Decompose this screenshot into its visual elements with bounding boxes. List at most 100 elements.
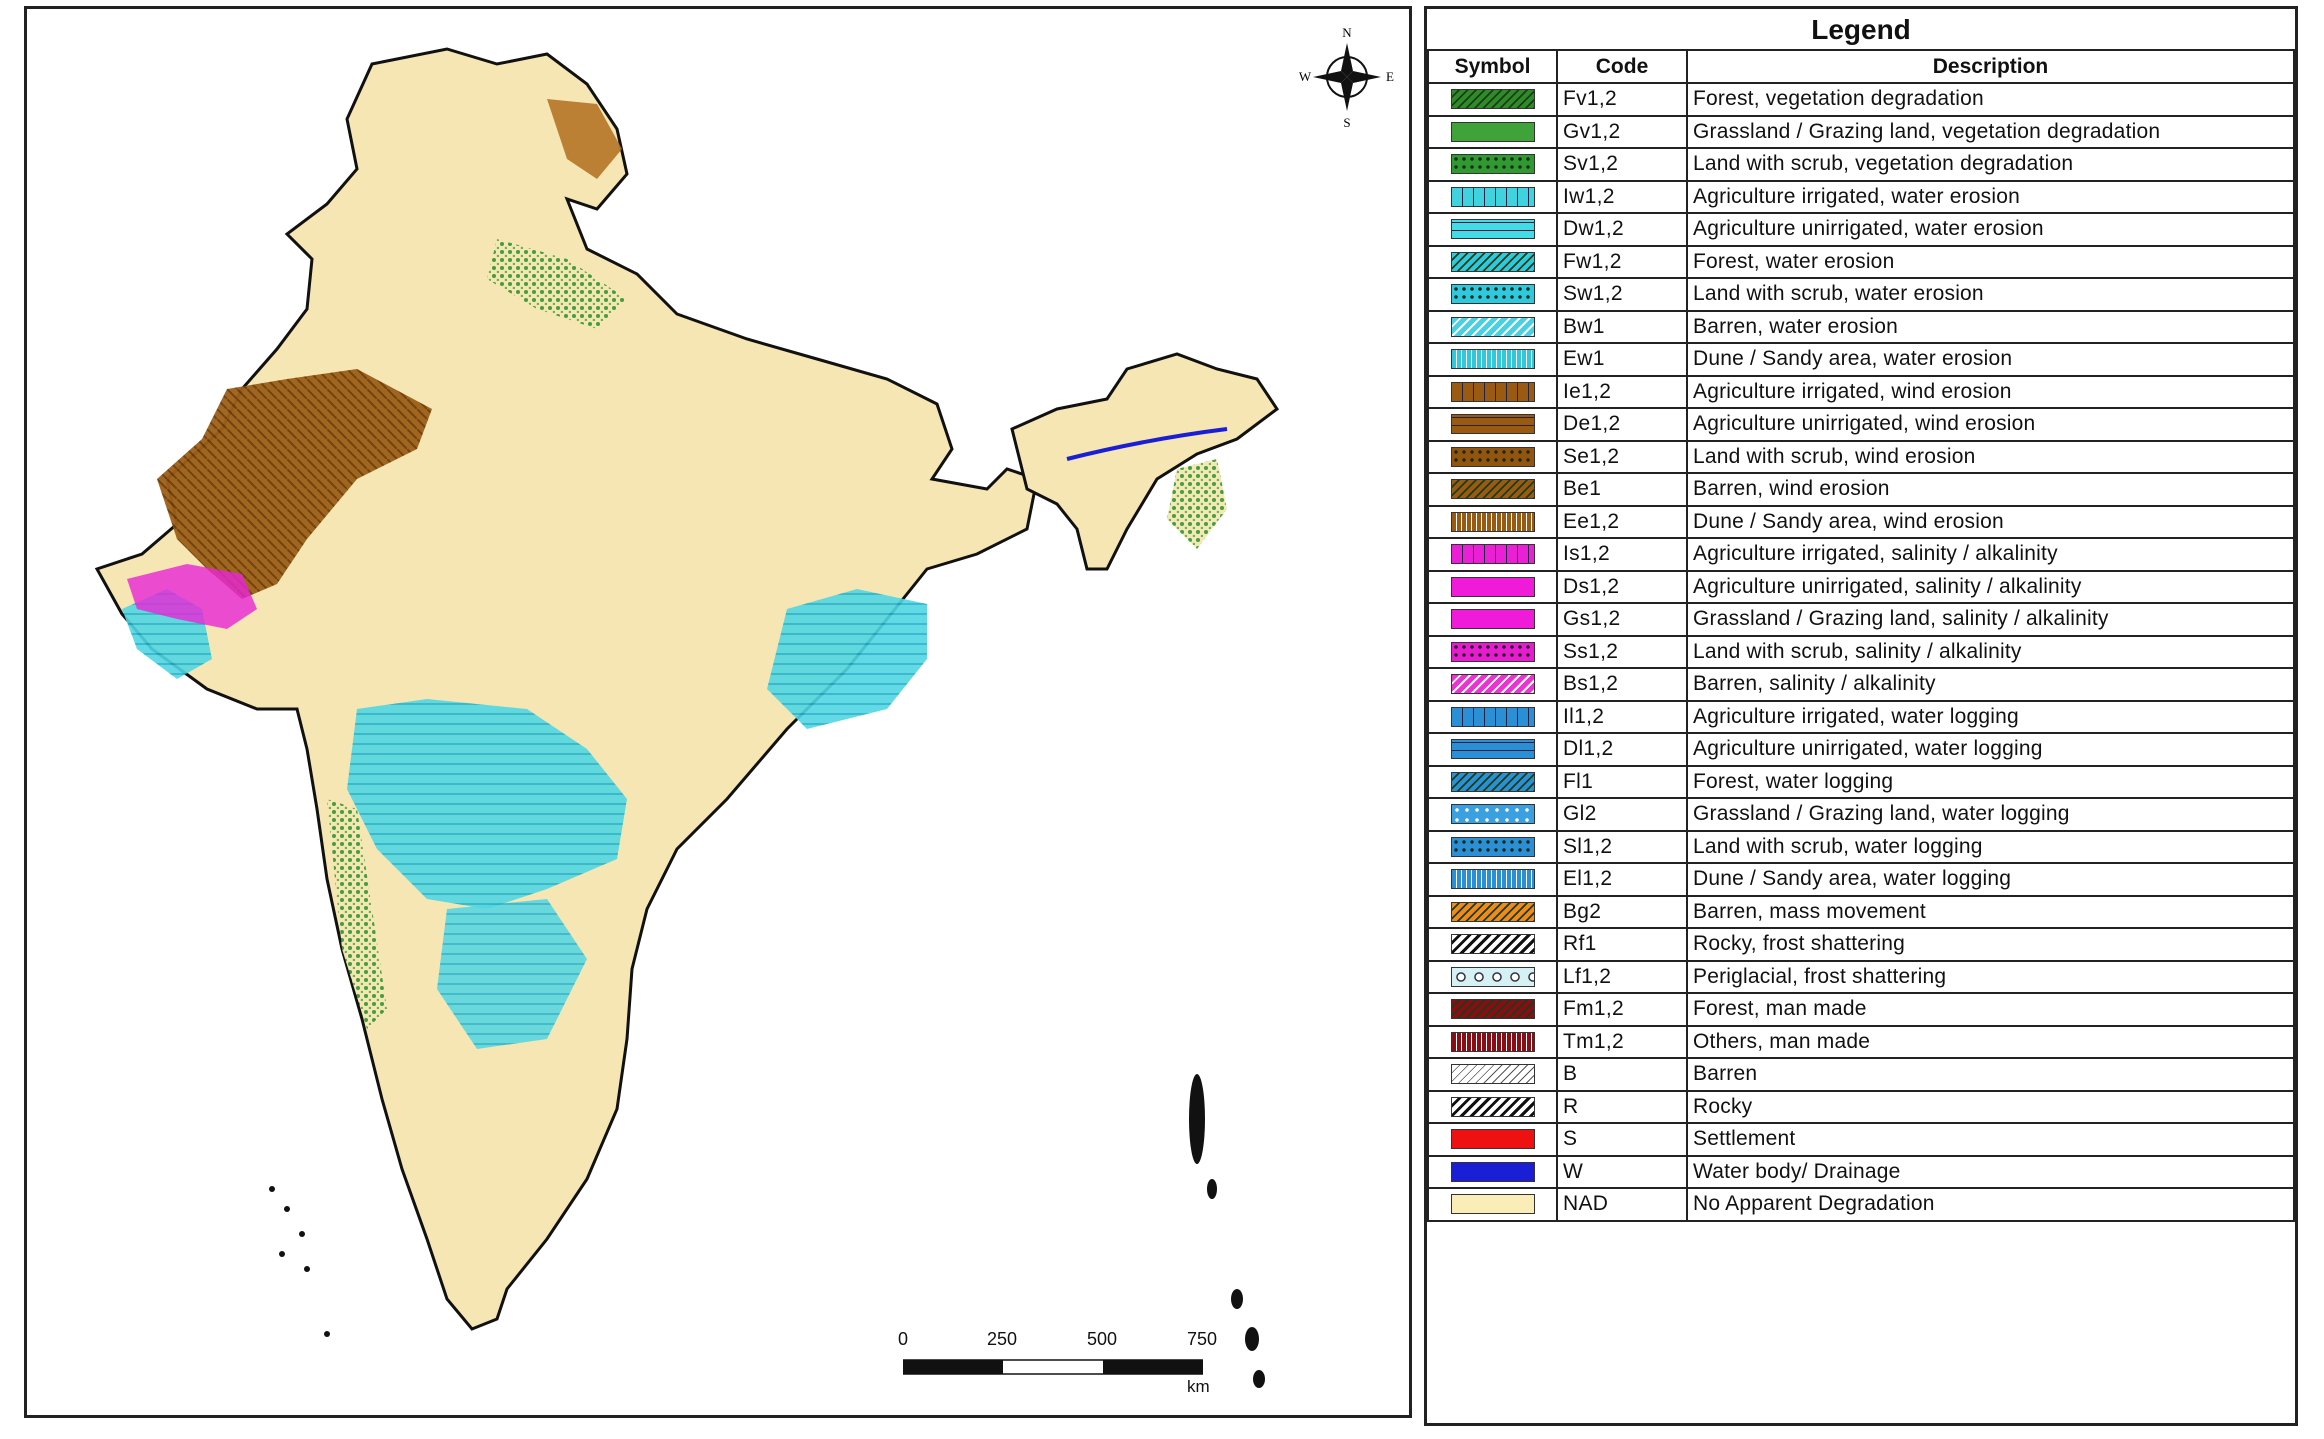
periglacial-zone	[547, 99, 622, 179]
legend-swatch	[1450, 609, 1535, 630]
legend-code: Fw1,2	[1556, 244, 1688, 279]
legend-row: Sv1,2 Land with scrub, vegetation degrada…	[1427, 147, 2295, 182]
legend-code: Be1	[1556, 472, 1688, 507]
vegetation-degradation-himalaya	[487, 239, 627, 329]
scale-unit: km	[1187, 1377, 1210, 1396]
legend-row: Fm1,2 Forest, man made	[1427, 992, 2295, 1027]
legend-swatch	[1450, 1161, 1535, 1182]
legend-symbol-cell	[1427, 634, 1558, 669]
vegetation-degradation-northeast	[1167, 459, 1227, 549]
andaman-nicobar-islands	[1189, 1074, 1265, 1388]
legend-swatch	[1450, 284, 1535, 305]
legend-swatch	[1450, 186, 1535, 207]
legend-symbol-cell	[1427, 374, 1558, 409]
legend-symbol-cell	[1427, 1187, 1558, 1222]
legend-symbol-cell	[1427, 1089, 1558, 1124]
legend-code: Sv1,2	[1556, 147, 1688, 182]
legend-symbol-cell	[1427, 114, 1558, 149]
legend-symbol-cell	[1427, 959, 1558, 994]
legend-description: No Apparent Degradation	[1686, 1187, 2295, 1222]
legend-code: Fm1,2	[1556, 992, 1688, 1027]
legend-symbol-cell	[1427, 894, 1558, 929]
legend-code: Rf1	[1556, 927, 1688, 962]
legend-description: Barren, water erosion	[1686, 309, 2295, 344]
legend-description: Land with scrub, salinity / alkalinity	[1686, 634, 2295, 669]
legend-swatch	[1450, 576, 1535, 597]
legend-description: Water body/ Drainage	[1686, 1154, 2295, 1189]
legend-symbol-cell	[1427, 179, 1558, 214]
legend-description: Agriculture irrigated, water logging	[1686, 699, 2295, 734]
legend-symbol-cell	[1427, 569, 1558, 604]
legend-description: Agriculture irrigated, water erosion	[1686, 179, 2295, 214]
legend-swatch	[1450, 1194, 1535, 1215]
legend-title: Legend	[1427, 9, 2295, 51]
legend-row: B Barren	[1427, 1057, 2295, 1092]
legend-symbol-cell	[1427, 992, 1558, 1027]
legend-row: Gl2 Grassland / Grazing land, water loggi…	[1427, 797, 2295, 832]
legend-row: Ee1,2 Dune / Sandy area, wind erosion	[1427, 504, 2295, 539]
legend-code: Sl1,2	[1556, 829, 1688, 864]
legend-description: Dune / Sandy area, wind erosion	[1686, 504, 2295, 539]
legend-description: Agriculture unirrigated, water logging	[1686, 732, 2295, 767]
legend-swatch	[1450, 1096, 1535, 1117]
legend-symbol-cell	[1427, 862, 1558, 897]
legend-symbol-cell	[1427, 764, 1558, 799]
legend-swatch	[1450, 739, 1535, 760]
legend-header-description: Description	[1686, 49, 2295, 84]
legend-row: De1,2 Agriculture unirrigated, wind erosi…	[1427, 407, 2295, 442]
legend-description: Grassland / Grazing land, salinity / alk…	[1686, 602, 2295, 637]
legend-code: Lf1,2	[1556, 959, 1688, 994]
legend-swatch	[1450, 511, 1535, 532]
legend-code: Iw1,2	[1556, 179, 1688, 214]
legend-header-row: Symbol Code Description	[1427, 49, 2295, 84]
legend-swatch	[1450, 446, 1535, 467]
compass-w: W	[1299, 69, 1312, 84]
legend-description: Barren, mass movement	[1686, 894, 2295, 929]
legend-symbol-cell	[1427, 797, 1558, 832]
legend-swatch	[1450, 901, 1535, 922]
legend-symbol-cell	[1427, 504, 1558, 539]
scale-bar-graphic	[903, 1359, 1203, 1375]
legend-row: Fl1 Forest, water logging	[1427, 764, 2295, 799]
legend-description: Barren, wind erosion	[1686, 472, 2295, 507]
legend-swatch	[1450, 544, 1535, 565]
compass-e: E	[1386, 69, 1394, 84]
legend-row: Rf1 Rocky, frost shattering	[1427, 927, 2295, 962]
scale-tick-750: 750	[1186, 1329, 1218, 1349]
legend-row: Bs1,2 Barren, salinity / alkalinity	[1427, 667, 2295, 702]
legend-swatch	[1450, 479, 1535, 500]
legend-code: Bs1,2	[1556, 667, 1688, 702]
legend-row: R Rocky	[1427, 1089, 2295, 1124]
legend-swatch	[1450, 804, 1535, 825]
india-land-degradation-map	[94, 47, 1280, 1388]
legend-row: Fw1,2 Forest, water erosion	[1427, 244, 2295, 279]
legend-symbol-cell	[1427, 407, 1558, 442]
legend-code: Bg2	[1556, 894, 1688, 929]
legend-swatch	[1450, 1031, 1535, 1052]
legend-row: Gs1,2 Grassland / Grazing land, salinity …	[1427, 602, 2295, 637]
legend-swatch	[1450, 251, 1535, 272]
legend-row: Be1 Barren, wind erosion	[1427, 472, 2295, 507]
legend-symbol-cell	[1427, 439, 1558, 474]
legend-description: Agriculture irrigated, wind erosion	[1686, 374, 2295, 409]
legend-code: De1,2	[1556, 407, 1688, 442]
legend-description: Agriculture unirrigated, water erosion	[1686, 212, 2295, 247]
legend-symbol-cell	[1427, 1122, 1558, 1157]
legend-row: Tm1,2 Others, man made	[1427, 1024, 2295, 1059]
legend-symbol-cell	[1427, 602, 1558, 637]
scale-tick-0: 0	[897, 1329, 909, 1349]
india-northeast	[1010, 352, 1280, 571]
legend-description: Dune / Sandy area, water logging	[1686, 862, 2295, 897]
legend-code: Gs1,2	[1556, 602, 1688, 637]
legend-code: El1,2	[1556, 862, 1688, 897]
legend-code: B	[1556, 1057, 1688, 1092]
legend-symbol-cell	[1427, 82, 1558, 117]
legend-header-symbol: Symbol	[1427, 49, 1558, 84]
legend-symbol-cell	[1427, 829, 1558, 864]
legend-row: Is1,2 Agriculture irrigated, salinity / a…	[1427, 537, 2295, 572]
legend-code: R	[1556, 1089, 1688, 1124]
legend-symbol-cell	[1427, 1057, 1558, 1092]
legend-row: Ds1,2 Agriculture unirrigated, salinity /…	[1427, 569, 2295, 604]
legend-description: Land with scrub, wind erosion	[1686, 439, 2295, 474]
compass-rose: N S W E	[1297, 21, 1397, 131]
